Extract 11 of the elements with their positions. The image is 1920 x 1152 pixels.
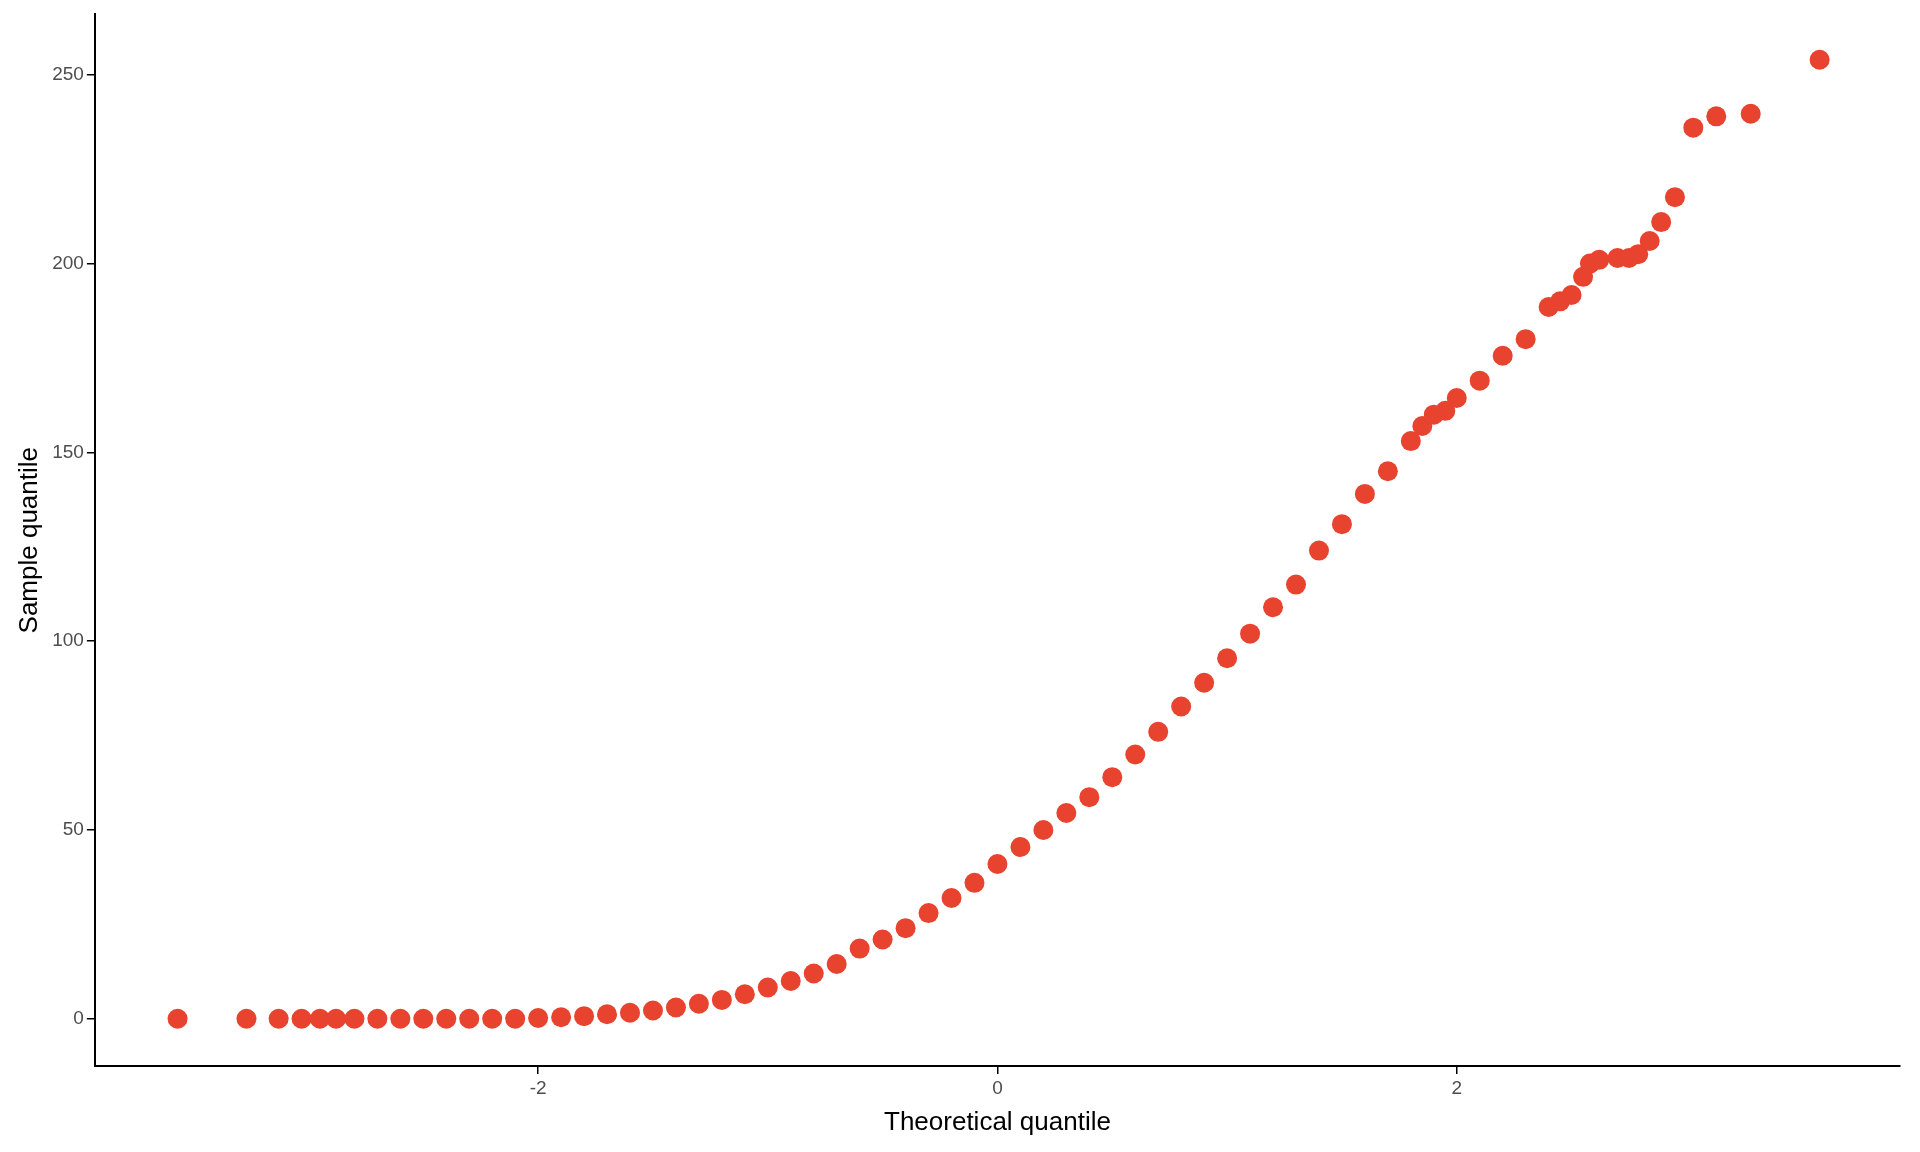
x-tick-label: 2 [1451,1076,1463,1098]
y-tick-label: 50 [62,818,84,840]
y-tick-label: 100 [52,629,84,651]
x-tick-label: -2 [529,1076,547,1098]
x-axis-title: Theoretical quantile [883,1105,1111,1136]
y-tick-label: 250 [52,63,84,85]
y-tick-label: 200 [52,251,84,273]
y-axis-title: Sample quantile [12,446,43,634]
x-tick-label: 0 [992,1076,1003,1098]
y-tick-label: 0 [73,1007,84,1029]
y-tick-label: 150 [52,440,84,462]
